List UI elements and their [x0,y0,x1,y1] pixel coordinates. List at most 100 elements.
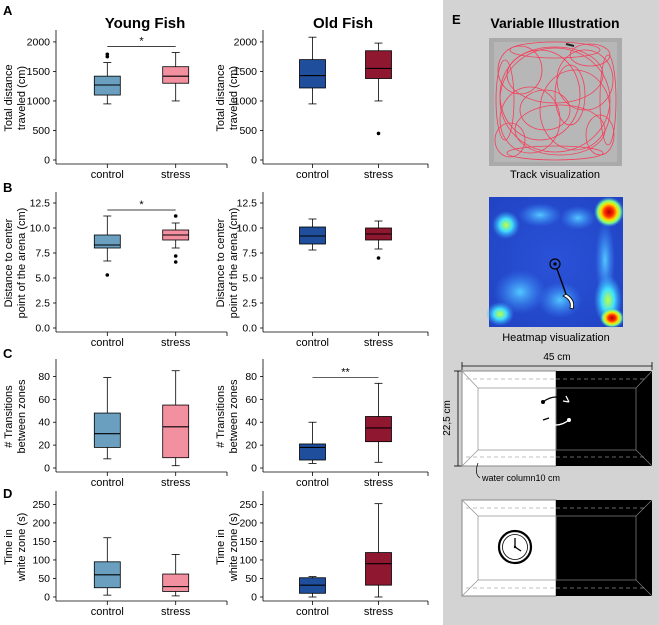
panel-b-young-y-axis-label: Distance to center [3,218,15,307]
panel-c-young-y-tick-label: 80 [38,371,50,383]
panel-c-old-stress-x-tick-label: stress [364,477,394,489]
panel-b-old-control-x-tick-label: control [296,337,329,349]
panel-letter-a: A [3,3,13,18]
panel-c-old-stress-box [365,416,392,443]
panel-c-old-y-axis-label: between zones [228,379,240,453]
panel-d-old-y-tick-label: 0 [251,592,257,604]
heatmap-visualization [486,197,624,328]
panel-c-old-y-tick-label: 80 [245,371,257,383]
panel-c-young-y-axis-label: between zones [16,379,28,453]
panel-a-young-y-tick-label: 0 [44,155,50,167]
young-fish-header: Young Fish [105,15,186,32]
panel-b-young-y-axis-label: point of the arena (cm) [16,208,28,319]
panel-c-old-control-box [299,443,326,461]
panel-c-old-significance-label: ** [341,366,350,378]
panel-b-old-y-tick-label: 12.5 [237,198,258,210]
panel-a-young-y-tick-label: 1500 [27,66,51,78]
panel-c-old-y-axis-label: # Transitions [215,385,227,448]
panel-a-young-stress-x-tick-label: stress [161,169,191,181]
panel-c-young-stress-x-tick-label: stress [161,477,191,489]
panel-d-old-stress-x-tick-label: stress [364,606,394,618]
panel-b-old-y-axis-label: point of the arena (cm) [228,208,240,319]
panel-a-old-y-tick-label: 0 [251,155,257,167]
panel-d-old-y-tick-label: 50 [245,573,257,585]
panel-a-young-y-axis-label: traveled (cm) [16,66,28,130]
panel-a-young-y-tick-label: 2000 [27,36,51,48]
panel-c-young-y-tick-label: 20 [38,440,50,452]
panel-c-young-y-axis-label: # Transitions [3,385,15,448]
panel-a-old-y-axis-label: Total distance [215,64,227,131]
panel-d-old-y-tick-label: 250 [239,499,257,511]
panel-a-old-stress-x-tick-label: stress [364,169,394,181]
panel-b-young-control-outlier [105,273,110,277]
panel-a-old-y-tick-label: 1500 [234,66,258,78]
panel-c-young-y-tick-label: 40 [38,417,50,429]
panel-c-old-y-tick-label: 60 [245,394,257,406]
panel-a-young-significance-label: * [139,36,144,48]
panel-b-young-y-tick-label: 10.0 [30,223,51,235]
panel-a-old-control-box [299,59,326,89]
track-visualization [489,38,622,166]
panel-d-old-y-tick-label: 150 [239,536,257,548]
panel-d-young-y-tick-label: 0 [44,592,50,604]
panel-c-young-control-x-tick-label: control [91,477,124,489]
panel-d-young-control-x-tick-label: control [91,606,124,618]
panel-b-young-y-tick-label: 12.5 [30,198,51,210]
panel-b-young-stress-outlier [173,254,178,258]
panel-b-old-y-tick-label: 10.0 [237,223,258,235]
panel-c-young-y-tick-label: 0 [44,463,50,475]
panel-d-young-y-tick-label: 150 [32,536,50,548]
panel-letter-b: B [3,180,12,195]
panel-c-young-control-box [93,412,121,448]
width-dimension [461,362,653,370]
panel-d-young-y-tick-label: 50 [38,573,50,585]
panel-a-young-control-x-tick-label: control [91,169,124,181]
panel-a-young-y-tick-label: 500 [32,125,50,137]
water-column-label: water column10 cm [481,473,560,483]
panel-b-old-y-tick-label: 5.0 [242,273,257,285]
tank-diagram-time [461,499,653,597]
panel-d-young-y-tick-label: 200 [32,517,50,529]
width-label: 45 cm [543,352,570,363]
panel-b-young-y-tick-label: 0.0 [35,323,50,335]
panel-b-young-significance-label: * [139,199,144,211]
panel-b-young-stress-x-tick-label: stress [161,337,191,349]
panel-d-old-y-tick-label: 200 [239,517,257,529]
panel-c-old-y-tick-label: 40 [245,417,257,429]
panel-letter-d: D [3,486,12,501]
panel-c-young-stress-box [162,404,190,459]
track-caption: Track visualization [510,169,600,181]
panel-d-old-y-tick-label: 100 [239,554,257,566]
panel-d-young-stress-box [162,573,190,592]
panel-a-old-stress-outlier [376,131,381,136]
old-fish-header: Old Fish [313,15,373,32]
panel-d-young-y-axis-label: Time in [3,529,15,565]
panel-b-old-stress-outlier [376,256,381,260]
panel-b-old-y-tick-label: 0.0 [242,323,257,335]
panel-b-young-stress-outlier [173,260,178,264]
panel-e-title: Variable Illustration [490,15,619,31]
panel-a-old-control-x-tick-label: control [296,169,329,181]
panel-b-old-y-tick-label: 2.5 [242,298,257,310]
panel-d-young-stress-x-tick-label: stress [161,606,191,618]
panel-b-old-y-tick-label: 7.5 [242,248,257,260]
panel-a-young-control-outlier [105,52,110,57]
panel-b-young-control-box [93,234,121,249]
panel-d-young-y-axis-label: white zone (s) [16,513,28,582]
panel-b-young-y-tick-label: 5.0 [35,273,50,285]
panel-b-young-y-tick-label: 7.5 [35,248,50,260]
panel-c-young-y-tick-label: 60 [38,394,50,406]
panel-a-young-y-axis-label: Total distance [3,64,15,131]
panel-a-young-stress-box [162,66,190,84]
panel-a-old-stress-box [365,50,392,79]
panel-b-young-control-x-tick-label: control [91,337,124,349]
panel-b-old-stress-x-tick-label: stress [364,337,394,349]
panel-a-old-y-tick-label: 500 [239,125,257,137]
panel-d-young-y-tick-label: 100 [32,554,50,566]
panel-b-young-y-tick-label: 2.5 [35,298,50,310]
panel-c-old-y-tick-label: 20 [245,440,257,452]
panel-a-young-y-tick-label: 1000 [27,95,51,107]
panel-a-old-y-tick-label: 2000 [234,36,258,48]
